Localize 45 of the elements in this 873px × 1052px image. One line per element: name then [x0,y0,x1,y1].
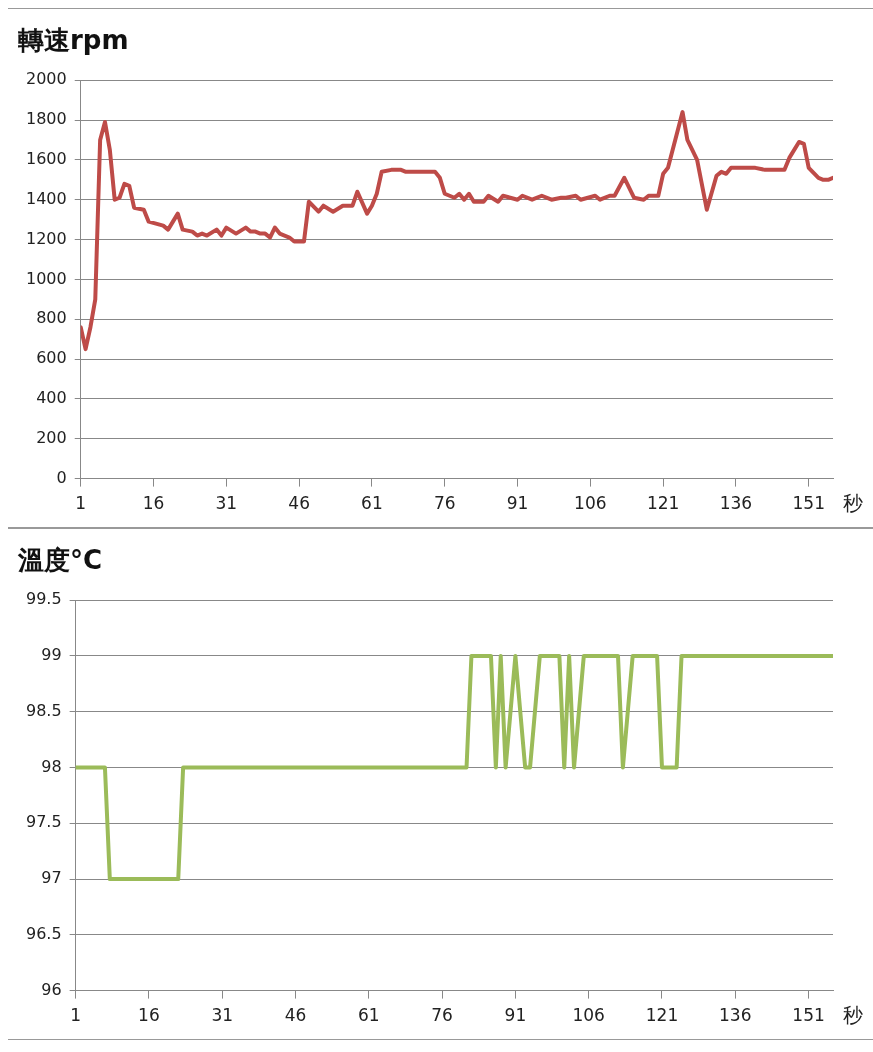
y-tick-label: 98.5 [26,700,62,720]
x-tick-label: 46 [284,1005,307,1026]
y-tick-label: 600 [36,348,67,368]
x-tick-label: 136 [719,1005,752,1026]
y-tick-label: 200 [36,427,67,447]
x-tick-label: 31 [211,1005,234,1026]
y-tick-label: 96.5 [26,923,62,943]
x-tick-label: 121 [645,1005,679,1026]
y-tick-label: 99 [41,645,62,665]
y-tick-label: 99.5 [26,589,62,609]
y-tick-label: 1000 [26,268,67,288]
y-tick-label: 97 [41,868,62,888]
y-tick-label: 1800 [26,109,67,129]
x-tick-label: 106 [572,1005,605,1026]
x-tick-label: 91 [506,493,529,514]
x-tick-label: 16 [142,493,165,514]
x-tick-label: 76 [431,1005,453,1026]
x-tick-label: 16 [138,1005,160,1026]
x-tick-label: 91 [504,1005,527,1026]
x-tick-label: 151 [792,493,825,514]
x-axis-title: 秒 [843,490,863,515]
chart-title: 溫度°C [17,545,103,576]
x-axis-title: 秒 [843,1002,863,1027]
x-tick-label: 136 [719,493,753,514]
chart-title: 轉速rpm [17,25,129,56]
x-tick-label: 61 [361,493,383,514]
x-tick-label: 76 [433,493,456,514]
y-tick-label: 1200 [26,228,67,248]
y-tick-label: 400 [36,388,67,408]
x-tick-label: 151 [792,1005,825,1026]
x-tick-label: 31 [215,493,238,514]
x-tick-label: 121 [646,493,680,514]
x-tick-label: 1 [75,493,87,514]
y-tick-label: 2000 [26,69,67,89]
y-tick-label: 98 [41,756,62,776]
y-tick-label: 0 [56,467,67,487]
y-tick-label: 800 [36,308,67,328]
y-tick-label: 1600 [26,149,67,169]
y-tick-label: 97.5 [26,812,62,832]
x-tick-label: 46 [288,493,310,514]
x-tick-label: 106 [574,493,607,514]
y-tick-label: 96 [41,979,62,999]
y-tick-label: 1400 [26,188,67,208]
x-tick-label: 1 [70,1005,82,1026]
x-tick-label: 61 [357,1005,380,1026]
